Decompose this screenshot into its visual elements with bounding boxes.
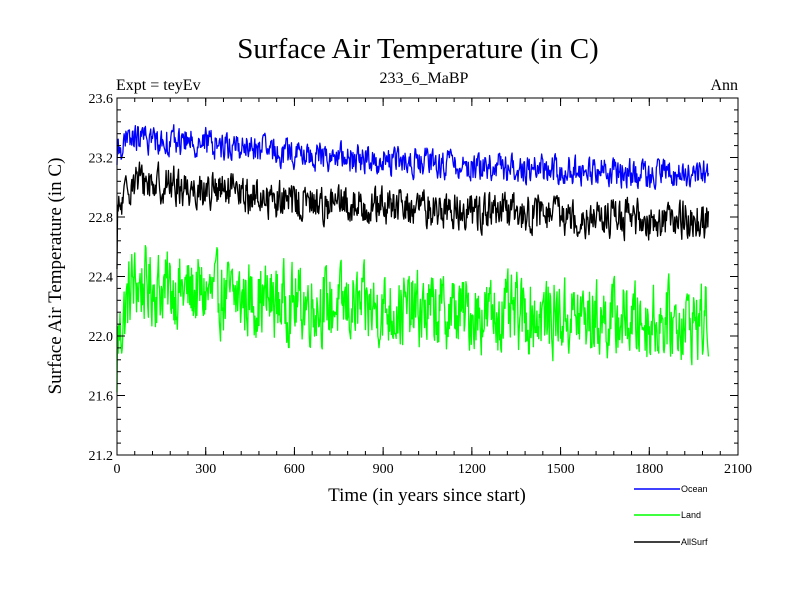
y-tick-label: 23.6 xyxy=(89,92,114,107)
expt-label: Expt = teyEv xyxy=(116,77,201,94)
x-tick-label: 1200 xyxy=(458,462,486,477)
x-tick-label: 300 xyxy=(195,462,216,477)
legend-label-allsurf: AllSurf xyxy=(681,537,708,547)
x-tick-label: 1800 xyxy=(635,462,663,477)
series-line-ocean xyxy=(116,124,710,190)
x-axis-label: Time (in years since start) xyxy=(328,485,526,506)
y-tick-label: 22.8 xyxy=(89,211,114,226)
legend-label-land: Land xyxy=(681,510,701,520)
legend-label-ocean: Ocean xyxy=(681,484,708,494)
ticks-layer: 0 300 600 900 1200 1500 1800 2100 21.2 21.6 22.0 22… xyxy=(89,92,753,477)
x-tick-label: 0 xyxy=(114,462,121,477)
y-tick-label: 21.2 xyxy=(89,449,114,464)
chart-title: Surface Air Temperature (in C) xyxy=(237,33,598,65)
x-tick-label: 900 xyxy=(373,462,394,477)
y-tick-label: 22.0 xyxy=(89,330,114,345)
series-layer xyxy=(116,124,710,393)
y-tick-label: 23.2 xyxy=(89,152,114,167)
x-tick-label: 2100 xyxy=(724,462,752,477)
y-tick-label: 22.4 xyxy=(89,271,114,286)
x-tick-label: 1500 xyxy=(547,462,575,477)
season-label: Ann xyxy=(710,77,738,94)
x-tick-label: 600 xyxy=(284,462,305,477)
series-line-land xyxy=(116,245,710,393)
chart-subtitle: 233_6_MaBP xyxy=(380,70,469,87)
y-axis-label: Surface Air Temperature (in C) xyxy=(45,158,66,395)
legend: Ocean Land AllSurf xyxy=(634,484,708,547)
y-tick-label: 21.6 xyxy=(89,390,114,405)
series-line-allsurf xyxy=(116,161,710,270)
